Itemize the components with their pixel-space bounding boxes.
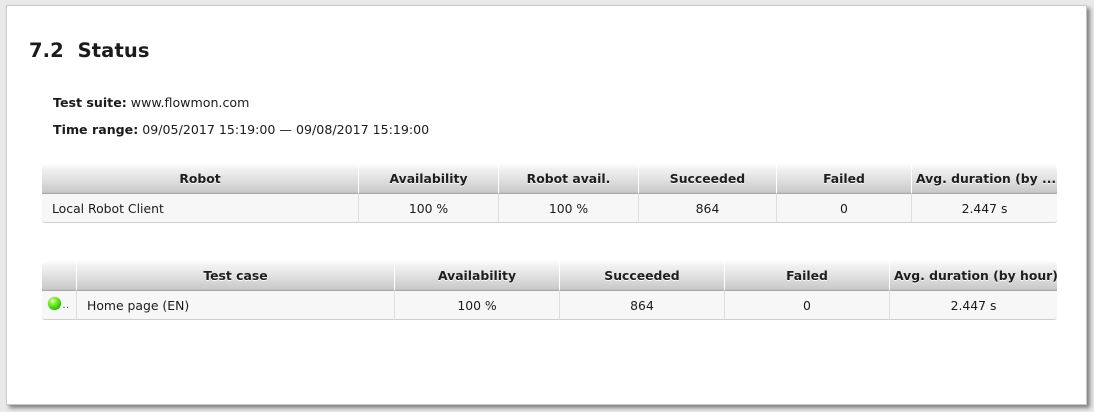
cell-succeeded: 864: [560, 291, 725, 320]
cell-status: ..: [42, 291, 77, 320]
test-suite-line: Test suite: www.flowmon.com: [29, 80, 249, 125]
column-header-succeeded[interactable]: Succeeded: [639, 164, 777, 194]
column-header-succeeded[interactable]: Succeeded: [560, 261, 725, 291]
time-range-value: 09/05/2017 15:19:00 — 09/08/2017 15:19:0…: [142, 122, 430, 137]
table-row[interactable]: .. Home page (EN) 100 % 864 0 2.447 s: [42, 291, 1057, 320]
column-header-avg-duration[interactable]: Avg. duration (by hour): [890, 261, 1057, 291]
cell-robot-avail: 100 %: [499, 194, 639, 223]
report-panel: 7.2 Status Test suite: www.flowmon.com T…: [6, 5, 1087, 405]
green-status-led-icon: [48, 297, 62, 310]
table-header-row: Robot Availability Robot avail. Succeede…: [42, 164, 1057, 194]
robot-summary-table: Robot Availability Robot avail. Succeede…: [42, 164, 1057, 223]
time-range-line: Time range: 09/05/2017 15:19:00 — 09/08/…: [29, 107, 429, 152]
cell-availability: 100 %: [359, 194, 499, 223]
test-suite-label: Test suite:: [53, 95, 127, 110]
column-header-failed[interactable]: Failed: [725, 261, 890, 291]
report-content: 7.2 Status Test suite: www.flowmon.com T…: [7, 6, 1086, 404]
testcase-summary-table: Test case Availability Succeeded Failed …: [42, 261, 1057, 320]
column-header-status[interactable]: [42, 261, 77, 291]
cell-avg-duration: 2.447 s: [890, 291, 1057, 320]
column-header-availability[interactable]: Availability: [395, 261, 560, 291]
status-ellipsis: ..: [62, 300, 70, 311]
column-header-availability[interactable]: Availability: [359, 164, 499, 194]
column-header-robot-avail[interactable]: Robot avail.: [499, 164, 639, 194]
status-indicator: ..: [48, 297, 70, 311]
cell-failed: 0: [725, 291, 890, 320]
test-suite-value: www.flowmon.com: [130, 95, 250, 110]
time-range-label: Time range:: [53, 122, 139, 137]
page-title: 7.2 Status: [29, 39, 150, 62]
column-header-avg-duration[interactable]: Avg. duration (by ...: [912, 164, 1057, 194]
cell-failed: 0: [777, 194, 912, 223]
column-header-test-case[interactable]: Test case: [77, 261, 395, 291]
cell-robot-name: Local Robot Client: [42, 194, 359, 223]
column-header-failed[interactable]: Failed: [777, 164, 912, 194]
cell-test-case: Home page (EN): [77, 291, 395, 320]
table-header-row: Test case Availability Succeeded Failed …: [42, 261, 1057, 291]
cell-availability: 100 %: [395, 291, 560, 320]
cell-succeeded: 864: [639, 194, 777, 223]
column-header-robot[interactable]: Robot: [42, 164, 359, 194]
cell-avg-duration: 2.447 s: [912, 194, 1057, 223]
table-row[interactable]: Local Robot Client 100 % 100 % 864 0 2.4…: [42, 194, 1057, 223]
